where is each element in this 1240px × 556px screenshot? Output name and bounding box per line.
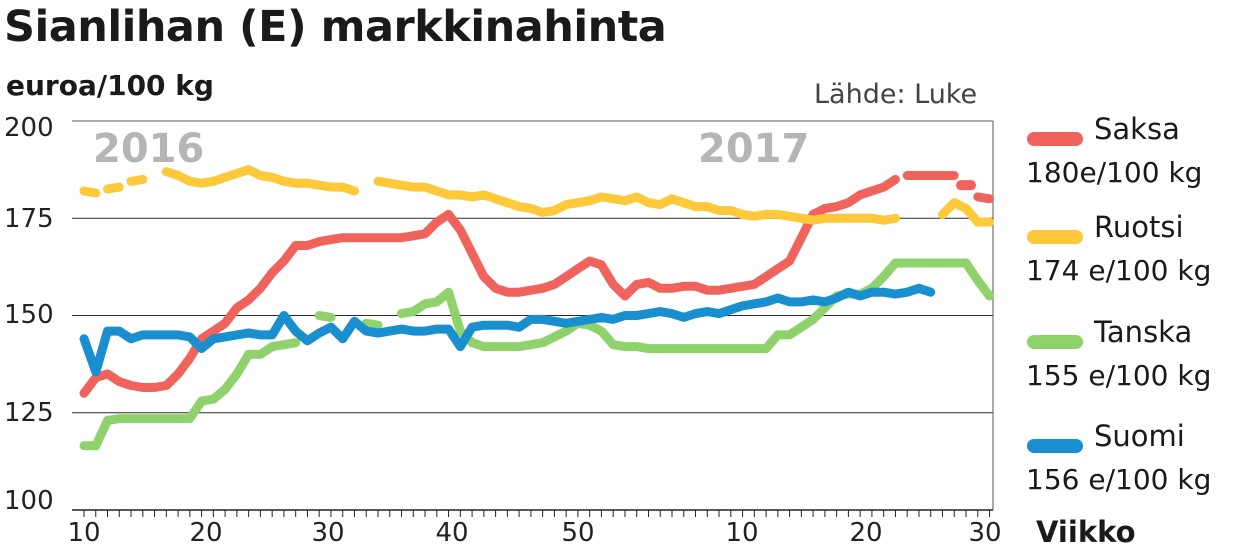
series-line-ruotsi	[126, 174, 148, 186]
x-tick-label: 30	[968, 518, 1002, 548]
x-tick-label: 20	[849, 518, 883, 548]
x-tick-label: 10	[725, 518, 759, 548]
legend-value: 180e/100 kg	[1026, 156, 1203, 189]
x-tick-label: 50	[561, 518, 595, 548]
unit-label: euroa/100 kg	[6, 69, 214, 102]
legend-name: Tanska	[1094, 315, 1193, 349]
series-line-ruotsi	[938, 198, 994, 227]
legend-value: 156 e/100 kg	[1026, 463, 1212, 496]
series-line-saksa	[79, 174, 900, 398]
series-line-tanska	[361, 318, 383, 330]
chart-title: Sianlihan (E) markkinahinta	[4, 2, 667, 52]
series-line-ruotsi	[79, 186, 101, 198]
legend-swatch	[1027, 230, 1083, 244]
legend-name: Ruotsi	[1094, 210, 1184, 244]
series-line-saksa	[973, 192, 994, 204]
legend-swatch	[1027, 439, 1083, 453]
x-tick-label: 10	[67, 518, 101, 548]
source-label: Lähde: Luke	[814, 79, 978, 110]
x-axis-label: Viikko	[1036, 515, 1136, 549]
y-tick-label: 200	[4, 113, 54, 143]
legend-swatch	[1027, 132, 1083, 146]
x-tick-label: 30	[311, 518, 345, 548]
legend-swatch	[1027, 335, 1083, 349]
series-line-tanska	[397, 258, 994, 354]
x-tick-label: 40	[435, 518, 469, 548]
y-tick-label: 175	[4, 204, 54, 234]
legend-value: 155 e/100 kg	[1026, 359, 1212, 392]
series-line-tanska	[314, 311, 336, 322]
legend-name: Saksa	[1094, 112, 1180, 146]
series-line-ruotsi	[161, 165, 359, 196]
series-line-tanska	[79, 338, 301, 451]
x-tick-label: 20	[189, 518, 223, 548]
year-label-2016: 2016	[93, 126, 205, 172]
legend-name: Suomi	[1094, 419, 1185, 453]
legend-value: 174 e/100 kg	[1026, 254, 1212, 287]
y-tick-label: 150	[4, 300, 54, 330]
series-line-ruotsi	[373, 176, 900, 225]
y-tick-label: 100	[4, 486, 54, 516]
y-tick-label: 125	[4, 398, 54, 428]
series-line-suomi	[79, 283, 936, 377]
series-line-ruotsi	[103, 182, 124, 194]
year-label-2017: 2017	[698, 126, 810, 172]
